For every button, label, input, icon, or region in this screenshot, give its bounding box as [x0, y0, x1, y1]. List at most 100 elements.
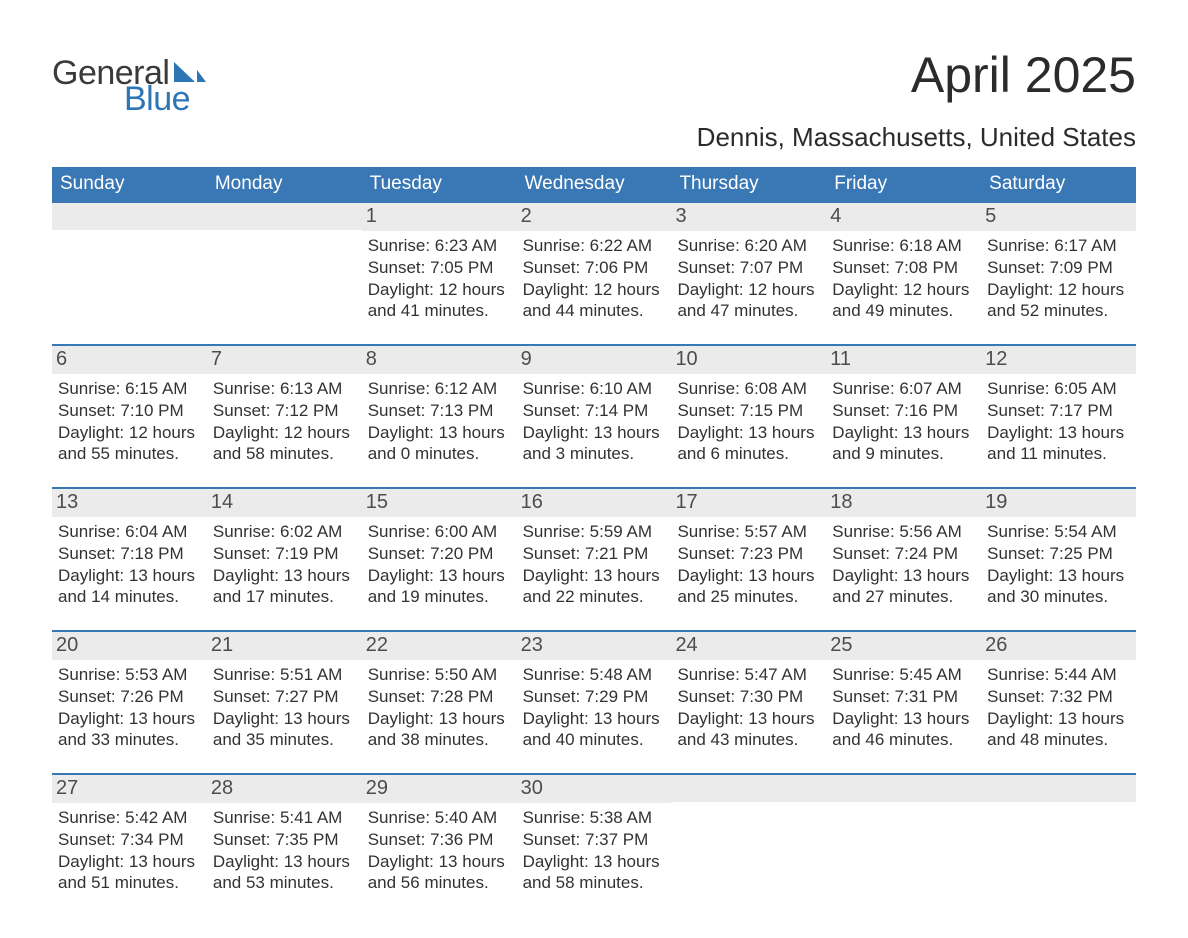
week-row: 6Sunrise: 6:15 AMSunset: 7:10 PMDaylight… — [52, 344, 1136, 469]
day-info: Sunrise: 6:13 AMSunset: 7:12 PMDaylight:… — [213, 378, 356, 465]
sunrise-text: Sunrise: 5:53 AM — [58, 664, 201, 686]
sunrise-text: Sunrise: 6:13 AM — [213, 378, 356, 400]
day-number: 17 — [671, 489, 826, 517]
sunrise-text: Sunrise: 6:04 AM — [58, 521, 201, 543]
sunset-text: Sunset: 7:10 PM — [58, 400, 201, 422]
logo-word-blue: Blue — [124, 82, 207, 116]
day-cell: 25Sunrise: 5:45 AMSunset: 7:31 PMDayligh… — [826, 632, 981, 755]
day-cell: 26Sunrise: 5:44 AMSunset: 7:32 PMDayligh… — [981, 632, 1136, 755]
sunrise-text: Sunrise: 6:12 AM — [368, 378, 511, 400]
sunset-text: Sunset: 7:12 PM — [213, 400, 356, 422]
sunrise-text: Sunrise: 6:15 AM — [58, 378, 201, 400]
day-info: Sunrise: 6:04 AMSunset: 7:18 PMDaylight:… — [58, 521, 201, 608]
day-cell: 29Sunrise: 5:40 AMSunset: 7:36 PMDayligh… — [362, 775, 517, 898]
weekday-header: Tuesday — [362, 167, 517, 203]
sunset-text: Sunset: 7:16 PM — [832, 400, 975, 422]
daylight-text: Daylight: 13 hours and 53 minutes. — [213, 851, 356, 895]
daylight-text: Daylight: 13 hours and 30 minutes. — [987, 565, 1130, 609]
weekday-header: Friday — [826, 167, 981, 203]
day-info: Sunrise: 6:15 AMSunset: 7:10 PMDaylight:… — [58, 378, 201, 465]
day-number: 7 — [207, 346, 362, 374]
day-info: Sunrise: 5:53 AMSunset: 7:26 PMDaylight:… — [58, 664, 201, 751]
sunrise-text: Sunrise: 6:10 AM — [523, 378, 666, 400]
day-cell: 20Sunrise: 5:53 AMSunset: 7:26 PMDayligh… — [52, 632, 207, 755]
day-info: Sunrise: 5:51 AMSunset: 7:27 PMDaylight:… — [213, 664, 356, 751]
day-info: Sunrise: 5:59 AMSunset: 7:21 PMDaylight:… — [523, 521, 666, 608]
day-cell — [826, 775, 981, 898]
day-info: Sunrise: 5:41 AMSunset: 7:35 PMDaylight:… — [213, 807, 356, 894]
sunrise-text: Sunrise: 5:50 AM — [368, 664, 511, 686]
sunrise-text: Sunrise: 5:38 AM — [523, 807, 666, 829]
day-cell: 9Sunrise: 6:10 AMSunset: 7:14 PMDaylight… — [517, 346, 672, 469]
day-info: Sunrise: 5:50 AMSunset: 7:28 PMDaylight:… — [368, 664, 511, 751]
day-cell: 27Sunrise: 5:42 AMSunset: 7:34 PMDayligh… — [52, 775, 207, 898]
sunset-text: Sunset: 7:26 PM — [58, 686, 201, 708]
day-cell: 4Sunrise: 6:18 AMSunset: 7:08 PMDaylight… — [826, 203, 981, 326]
day-info: Sunrise: 6:00 AMSunset: 7:20 PMDaylight:… — [368, 521, 511, 608]
daylight-text: Daylight: 13 hours and 19 minutes. — [368, 565, 511, 609]
day-number: 16 — [517, 489, 672, 517]
daylight-text: Daylight: 13 hours and 3 minutes. — [523, 422, 666, 466]
daylight-text: Daylight: 12 hours and 49 minutes. — [832, 279, 975, 323]
sunrise-text: Sunrise: 6:07 AM — [832, 378, 975, 400]
sunset-text: Sunset: 7:31 PM — [832, 686, 975, 708]
sunrise-text: Sunrise: 5:41 AM — [213, 807, 356, 829]
sunrise-text: Sunrise: 6:20 AM — [677, 235, 820, 257]
day-cell: 13 Sunrise: 6:04 AMSunset: 7:18 PMDayligh… — [52, 489, 207, 612]
day-number: 24 — [671, 632, 826, 660]
day-number: 6 — [52, 346, 207, 374]
daylight-text: Daylight: 12 hours and 41 minutes. — [368, 279, 511, 323]
day-info: Sunrise: 5:56 AMSunset: 7:24 PMDaylight:… — [832, 521, 975, 608]
day-cell: 1Sunrise: 6:23 AMSunset: 7:05 PMDaylight… — [362, 203, 517, 326]
sunrise-text: Sunrise: 5:57 AM — [677, 521, 820, 543]
daylight-text: Daylight: 13 hours and 43 minutes. — [677, 708, 820, 752]
day-number: 13 — [52, 489, 207, 517]
day-number: 25 — [826, 632, 981, 660]
day-number: 8 — [362, 346, 517, 374]
week-row: 13 Sunrise: 6:04 AMSunset: 7:18 PMDayligh… — [52, 487, 1136, 612]
sunrise-text: Sunrise: 5:40 AM — [368, 807, 511, 829]
daylight-text: Daylight: 12 hours and 52 minutes. — [987, 279, 1130, 323]
day-info: Sunrise: 6:02 AMSunset: 7:19 PMDaylight:… — [213, 521, 356, 608]
day-number — [826, 775, 981, 802]
logo: General Blue — [52, 50, 207, 116]
daylight-text: Daylight: 13 hours and 33 minutes. — [58, 708, 201, 752]
daylight-text: Daylight: 13 hours and 56 minutes. — [368, 851, 511, 895]
day-cell: 2Sunrise: 6:22 AMSunset: 7:06 PMDaylight… — [517, 203, 672, 326]
day-number: 19 — [981, 489, 1136, 517]
day-number: 10 — [671, 346, 826, 374]
day-cell: 18Sunrise: 5:56 AMSunset: 7:24 PMDayligh… — [826, 489, 981, 612]
sunrise-text: Sunrise: 6:00 AM — [368, 521, 511, 543]
sunrise-text: Sunrise: 5:47 AM — [677, 664, 820, 686]
sunset-text: Sunset: 7:27 PM — [213, 686, 356, 708]
sunrise-text: Sunrise: 6:17 AM — [987, 235, 1130, 257]
day-info: Sunrise: 6:10 AMSunset: 7:14 PMDaylight:… — [523, 378, 666, 465]
day-number: 12 — [981, 346, 1136, 374]
day-cell: 3Sunrise: 6:20 AMSunset: 7:07 PMDaylight… — [671, 203, 826, 326]
weekday-header: Wednesday — [517, 167, 672, 203]
daylight-text: Daylight: 13 hours and 17 minutes. — [213, 565, 356, 609]
sunrise-text: Sunrise: 6:18 AM — [832, 235, 975, 257]
day-cell: 8Sunrise: 6:12 AMSunset: 7:13 PMDaylight… — [362, 346, 517, 469]
week-row: 20Sunrise: 5:53 AMSunset: 7:26 PMDayligh… — [52, 630, 1136, 755]
day-info: Sunrise: 5:38 AMSunset: 7:37 PMDaylight:… — [523, 807, 666, 894]
day-info: Sunrise: 5:57 AMSunset: 7:23 PMDaylight:… — [677, 521, 820, 608]
day-info: Sunrise: 5:54 AMSunset: 7:25 PMDaylight:… — [987, 521, 1130, 608]
day-info: Sunrise: 5:47 AMSunset: 7:30 PMDaylight:… — [677, 664, 820, 751]
week-row: 1Sunrise: 6:23 AMSunset: 7:05 PMDaylight… — [52, 203, 1136, 326]
day-number: 15 — [362, 489, 517, 517]
day-number: 4 — [826, 203, 981, 231]
day-cell: 19 Sunrise: 5:54 AMSunset: 7:25 PMDayligh… — [981, 489, 1136, 612]
daylight-text: Daylight: 13 hours and 6 minutes. — [677, 422, 820, 466]
daylight-text: Daylight: 13 hours and 51 minutes. — [58, 851, 201, 895]
sunrise-text: Sunrise: 5:48 AM — [523, 664, 666, 686]
day-cell: 14Sunrise: 6:02 AMSunset: 7:19 PMDayligh… — [207, 489, 362, 612]
day-number: 21 — [207, 632, 362, 660]
weekday-header-row: Sunday Monday Tuesday Wednesday Thursday… — [52, 167, 1136, 203]
sunset-text: Sunset: 7:30 PM — [677, 686, 820, 708]
day-info: Sunrise: 6:23 AMSunset: 7:05 PMDaylight:… — [368, 235, 511, 322]
day-number — [52, 203, 207, 230]
day-cell: 30 Sunrise: 5:38 AMSunset: 7:37 PMDayligh… — [517, 775, 672, 898]
day-cell: 17 Sunrise: 5:57 AMSunset: 7:23 PMDayligh… — [671, 489, 826, 612]
day-number: 30 — [517, 775, 672, 803]
